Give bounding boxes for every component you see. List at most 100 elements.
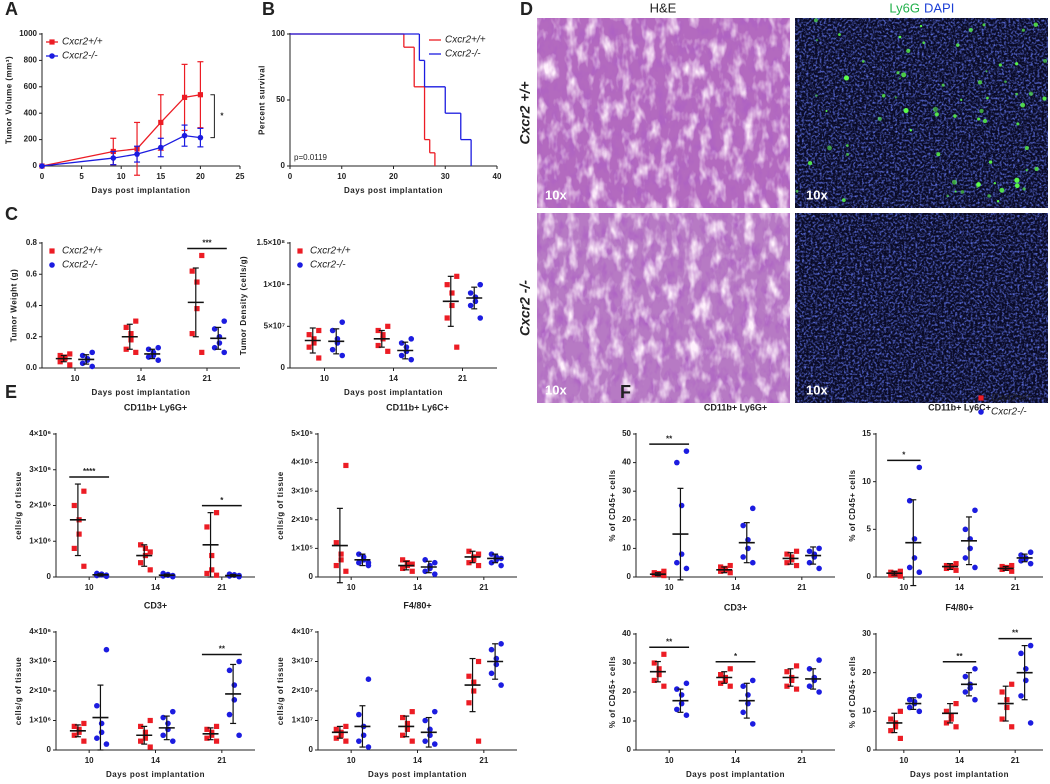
- point: [409, 738, 415, 744]
- y-axis-label: Percent survival: [257, 65, 266, 135]
- y-tick-label: 0: [47, 745, 52, 754]
- x-tick-label: 10: [347, 756, 356, 765]
- x-tick-label: 21: [479, 583, 488, 592]
- ly6g-spot: [877, 116, 882, 121]
- point: [888, 572, 894, 578]
- point: [76, 729, 82, 735]
- ly6g-spot: [896, 71, 900, 75]
- legend-label: Cxcr2-/-: [62, 51, 98, 62]
- point: [213, 738, 220, 744]
- point: [226, 667, 233, 674]
- x-tick-label: 14: [731, 756, 740, 765]
- point: [1018, 693, 1024, 699]
- significance-label: ****: [83, 467, 96, 476]
- point: [749, 721, 756, 727]
- point: [81, 720, 87, 727]
- point: [138, 542, 144, 548]
- ly6g-spot: [843, 75, 850, 81]
- ly6g-spot: [954, 190, 957, 193]
- point: [740, 683, 746, 689]
- point: [999, 716, 1005, 722]
- y-tick-label: 2×10⁶: [29, 501, 51, 510]
- point: [678, 551, 685, 557]
- y-tick-label: 10: [622, 716, 631, 725]
- point: [356, 738, 362, 744]
- point: [403, 344, 410, 350]
- chart-title: CD11b+ Ly6G+: [704, 402, 767, 412]
- point: [1018, 650, 1024, 657]
- point: [427, 732, 433, 739]
- point: [745, 700, 751, 707]
- ly6g-spot: [998, 63, 1002, 67]
- x-axis-label: Days post implantation: [686, 770, 785, 779]
- point: [169, 708, 176, 715]
- point: [678, 700, 685, 707]
- point: [204, 524, 210, 530]
- point: [745, 692, 751, 698]
- y-axis-label: Tumor Volume (mm³): [5, 56, 14, 144]
- point: [674, 686, 680, 692]
- point: [1027, 560, 1034, 567]
- point: [110, 155, 117, 161]
- legend-marker: [297, 262, 303, 268]
- point: [749, 505, 756, 512]
- point: [338, 732, 344, 738]
- point: [897, 573, 903, 579]
- significance-bracket: [210, 94, 215, 139]
- x-tick-label: 5: [79, 172, 84, 181]
- point: [749, 677, 756, 684]
- point: [727, 683, 733, 689]
- point: [793, 663, 800, 669]
- point: [488, 551, 495, 557]
- x-axis-label: Days post implantation: [91, 388, 190, 397]
- ly6g-spot: [976, 182, 981, 187]
- point: [76, 726, 82, 732]
- ly6g-spot: [845, 144, 849, 147]
- significance-label: **: [219, 645, 226, 654]
- ly6g-spot: [1020, 102, 1026, 108]
- point: [375, 327, 381, 334]
- legend-marker: [49, 262, 55, 268]
- point: [488, 646, 495, 653]
- row-label: Cxcr2 -/-: [517, 280, 533, 336]
- point: [194, 279, 200, 285]
- panel-letter: C: [5, 204, 18, 224]
- significance-label: ***: [202, 239, 212, 248]
- x-tick-label: 21: [217, 756, 226, 765]
- point: [722, 565, 729, 572]
- point: [123, 346, 129, 352]
- point: [466, 673, 472, 679]
- point: [71, 723, 77, 729]
- x-tick-label: 10: [85, 583, 94, 592]
- point: [727, 666, 733, 672]
- point: [236, 658, 242, 665]
- point: [661, 651, 667, 657]
- point: [466, 700, 472, 706]
- y-tick-label: 4×10⁵: [291, 458, 313, 467]
- ly6g-spot: [919, 24, 923, 28]
- point: [683, 565, 690, 572]
- point: [444, 315, 450, 321]
- point: [142, 729, 149, 735]
- point: [39, 163, 45, 169]
- point: [661, 572, 667, 579]
- point: [897, 735, 903, 741]
- point: [678, 692, 685, 698]
- point: [306, 332, 312, 338]
- point: [1027, 720, 1034, 726]
- point: [651, 677, 657, 683]
- point: [81, 738, 87, 744]
- point: [98, 720, 105, 727]
- dapi-texture: [795, 213, 1048, 403]
- ly6g-spot: [977, 117, 981, 121]
- point: [449, 302, 455, 309]
- point: [806, 548, 813, 555]
- point: [806, 683, 813, 689]
- point: [404, 726, 411, 732]
- ly6g-spot: [1004, 80, 1007, 84]
- panel-letter: D: [520, 0, 533, 19]
- panel-letter: E: [5, 382, 17, 402]
- point: [472, 294, 479, 300]
- point: [475, 551, 482, 557]
- point: [816, 657, 822, 663]
